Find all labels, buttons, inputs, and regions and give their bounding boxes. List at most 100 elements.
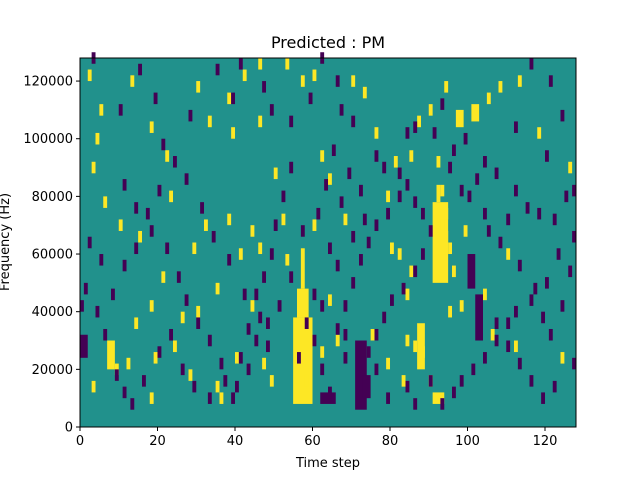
y-tick-label: 60000 bbox=[32, 248, 73, 263]
heatmap-cell-low bbox=[459, 375, 464, 387]
heatmap-cell-low bbox=[374, 363, 379, 376]
heatmap-cell-low bbox=[541, 392, 546, 404]
heatmap-cell-low bbox=[80, 300, 84, 312]
y-axis-ticks: 0 20000 40000 60000 80000 100000 120000 bbox=[23, 75, 80, 436]
heatmap-cell-low bbox=[483, 207, 487, 220]
heatmap-cell-low bbox=[157, 346, 162, 358]
heatmap-cell-low bbox=[231, 392, 236, 404]
heatmap-cell-low bbox=[118, 104, 123, 116]
heatmap-cell-high bbox=[153, 352, 158, 364]
heatmap-cell-high bbox=[215, 282, 220, 295]
heatmap-cell-low bbox=[134, 202, 139, 214]
heatmap-cell-low bbox=[219, 357, 224, 370]
heatmap-cell-low bbox=[308, 92, 313, 105]
heatmap-cell-high bbox=[397, 248, 402, 260]
heatmap-cell-low bbox=[401, 282, 406, 295]
heatmap-cell-high bbox=[483, 288, 487, 301]
heatmap-cell-low bbox=[413, 196, 418, 208]
x-tick-label: 60 bbox=[304, 434, 321, 449]
heatmap-cell-high bbox=[405, 334, 410, 347]
heatmap-cell-low bbox=[463, 132, 468, 145]
heatmap-cell-low bbox=[192, 380, 197, 393]
heatmap-cell-low bbox=[514, 121, 518, 133]
heatmap-cell-high bbox=[173, 340, 177, 353]
heatmap-cell-high bbox=[537, 127, 542, 139]
heatmap-cell-high bbox=[386, 357, 391, 370]
heatmap-cell-low bbox=[475, 173, 480, 185]
heatmap-block-high bbox=[432, 392, 445, 404]
heatmap-cell-high bbox=[227, 92, 232, 105]
heatmap-cell-low bbox=[269, 248, 274, 260]
x-tick-label: 100 bbox=[455, 434, 480, 449]
heatmap-cell-high bbox=[281, 213, 286, 226]
heatmap-cell-high bbox=[351, 75, 356, 87]
heatmap-cell-low bbox=[335, 259, 340, 272]
heatmap-cell-high bbox=[428, 104, 433, 116]
heatmap-cell-low bbox=[529, 375, 534, 387]
heatmap-cell-low bbox=[316, 207, 321, 220]
heatmap-cell-high bbox=[118, 219, 123, 231]
heatmap-cell-low bbox=[552, 380, 557, 393]
heatmap-cell-low bbox=[517, 259, 522, 272]
heatmap-cell-low bbox=[87, 236, 92, 249]
heatmap-cell-high bbox=[180, 311, 185, 324]
heatmap-cell-low bbox=[452, 144, 456, 157]
heatmap-cell-high bbox=[231, 127, 236, 139]
heatmap-block-low bbox=[80, 334, 88, 358]
heatmap-cell-low bbox=[347, 167, 352, 180]
heatmap-cell-high bbox=[312, 69, 317, 82]
plot-frame bbox=[79, 57, 577, 428]
heatmap-cell-high bbox=[335, 334, 340, 347]
heatmap-cell-low bbox=[405, 127, 410, 139]
heatmap-cell-high bbox=[258, 58, 263, 70]
heatmap-cell-high bbox=[95, 132, 100, 145]
heatmap-block-high bbox=[436, 184, 441, 203]
heatmap-cell-high bbox=[328, 173, 332, 185]
heatmap-cell-low bbox=[548, 75, 553, 87]
heatmap-cell-low bbox=[459, 184, 464, 197]
heatmap-cell-high bbox=[312, 219, 317, 231]
heatmap-cell-low bbox=[405, 179, 410, 191]
heatmap-cell-high bbox=[227, 213, 232, 226]
heatmap-cell-low bbox=[262, 81, 267, 93]
heatmap-cell-high bbox=[99, 104, 104, 116]
heatmap-cell-high bbox=[417, 115, 422, 128]
heatmap-cell-low bbox=[405, 380, 410, 393]
heatmap-cell-high bbox=[258, 242, 263, 255]
heatmap-block-low bbox=[355, 340, 367, 410]
heatmap-cell-high bbox=[405, 288, 410, 301]
heatmap-cell-low bbox=[145, 207, 150, 220]
heatmap-cell-low bbox=[231, 92, 236, 105]
heatmap-cell-high bbox=[269, 375, 274, 387]
heatmap-cell-high bbox=[165, 150, 170, 162]
heatmap-cell-low bbox=[335, 323, 340, 335]
heatmap-cell-high bbox=[390, 242, 394, 255]
heatmap-cell-low bbox=[246, 363, 251, 376]
heatmap-cell-low bbox=[397, 190, 402, 203]
heatmap-cell-low bbox=[494, 167, 499, 180]
heatmap-cell-high bbox=[304, 375, 309, 387]
heatmap-cell-high bbox=[273, 167, 278, 180]
heatmap-cell-high bbox=[436, 156, 441, 168]
heatmap-cell-low bbox=[122, 386, 127, 399]
y-tick-label: 100000 bbox=[23, 132, 73, 147]
heatmap-cell-high bbox=[413, 340, 418, 353]
heatmap-cell-low bbox=[246, 323, 251, 335]
heatmap-cell-low bbox=[184, 294, 189, 306]
heatmap-cell-high bbox=[219, 392, 224, 404]
heatmap-cell-high bbox=[393, 156, 398, 168]
heatmap-cell-low bbox=[413, 265, 418, 278]
heatmap-cell-low bbox=[99, 254, 104, 266]
heatmap-cell-low bbox=[374, 328, 379, 341]
heatmap-cell-high bbox=[409, 150, 414, 162]
heatmap-block-low bbox=[320, 392, 336, 404]
heatmap-cell-high bbox=[444, 81, 449, 93]
y-tick-label: 80000 bbox=[32, 190, 73, 205]
heatmap-cell-high bbox=[444, 230, 449, 243]
heatmap-cell-low bbox=[343, 328, 348, 341]
heatmap-cell-low bbox=[506, 340, 511, 353]
chart-title: Predicted : PM bbox=[271, 33, 385, 52]
heatmap-cell-low bbox=[467, 190, 472, 203]
heatmap-cell-low bbox=[552, 213, 557, 226]
heatmap-cell-low bbox=[413, 121, 418, 133]
